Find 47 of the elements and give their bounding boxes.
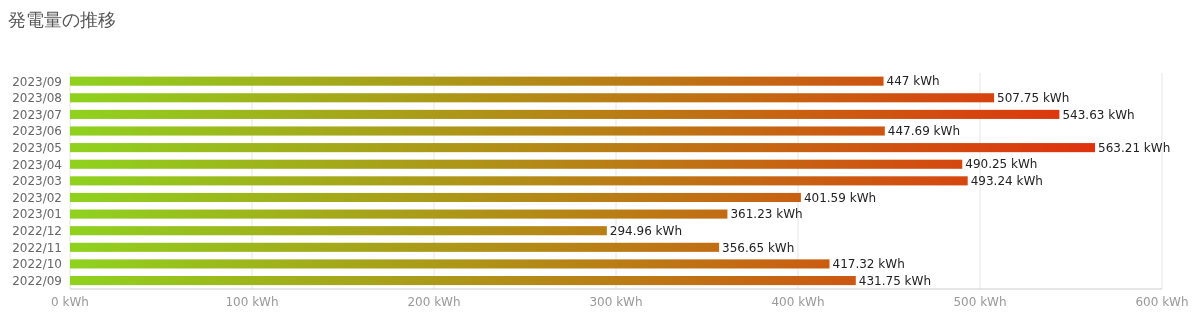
y-tick-label: 2023/08 [12, 91, 62, 106]
y-tick-label: 2023/09 [12, 74, 62, 89]
data-label: 507.75 kWh [997, 91, 1070, 106]
data-label: 431.75 kWh [858, 273, 932, 288]
y-tick-label: 2022/10 [12, 257, 62, 272]
y-tick-label: 2023/04 [12, 157, 62, 172]
bar [70, 226, 607, 236]
data-label: 417.32 kWh [832, 257, 905, 272]
data-label: 563.21 kWh [1098, 140, 1171, 155]
bar [70, 93, 995, 103]
y-tick-label: 2023/06 [12, 124, 62, 139]
chart-title: 発電量の推移 [8, 8, 117, 32]
y-tick-label: 2023/05 [12, 141, 62, 156]
data-label: 294.96 kWh [609, 223, 683, 238]
bar [70, 276, 856, 286]
y-tick-label: 2023/02 [12, 190, 62, 205]
bar [70, 159, 963, 169]
data-label: 361.23 kWh [730, 207, 803, 222]
bar [70, 143, 1096, 153]
y-tick-label: 2022/09 [12, 273, 62, 288]
x-tick-label: 500 kWh [953, 294, 1007, 309]
x-tick-label: 0 kWh [51, 294, 89, 309]
data-label: 356.65 kWh [722, 240, 795, 255]
bar [70, 242, 720, 252]
x-tick-label: 100 kWh [225, 294, 279, 309]
y-tick-label: 2023/03 [12, 174, 62, 189]
data-label: 401.59 kWh [803, 190, 877, 205]
x-tick-label: 200 kWh [407, 294, 461, 309]
y-tick-label: 2023/07 [12, 107, 62, 122]
y-tick-label: 2022/12 [12, 224, 62, 239]
bar [70, 109, 1060, 119]
x-tick-label: 400 kWh [771, 294, 825, 309]
data-label: 543.63 kWh [1062, 107, 1135, 122]
y-tick-label: 2023/01 [12, 207, 62, 222]
data-label: 490.25 kWh [965, 157, 1038, 172]
data-label: 447 kWh [886, 74, 940, 89]
data-label: 493.24 kWh [970, 174, 1043, 189]
bar [70, 259, 830, 269]
data-label: 447.69 kWh [887, 124, 961, 139]
bar [70, 192, 801, 203]
y-tick-label: 2022/11 [12, 240, 62, 255]
bar [70, 126, 885, 136]
bar [70, 76, 884, 86]
bar [70, 176, 968, 186]
x-tick-label: 600 kWh [1135, 294, 1189, 309]
bar [70, 209, 728, 219]
x-tick-label: 300 kWh [589, 294, 643, 309]
